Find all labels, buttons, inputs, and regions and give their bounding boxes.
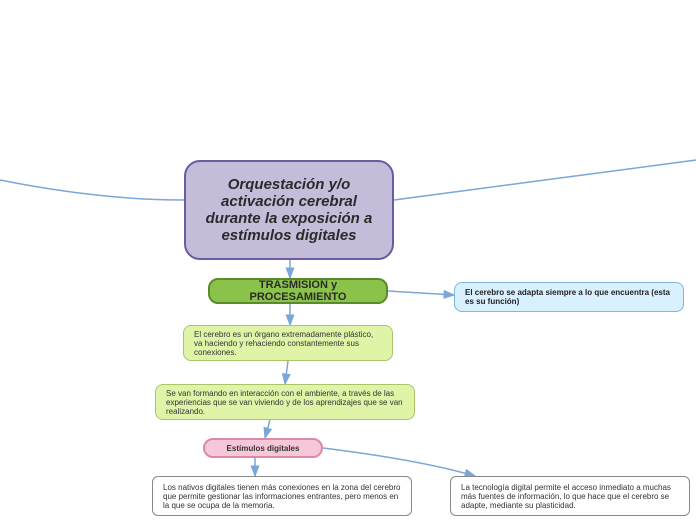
leaf-right-text: La tecnología digital permite el acceso … xyxy=(461,483,679,510)
sub-b-node: Se van formando en interacción con el am… xyxy=(155,384,415,420)
pink-text: Estímulos digitales xyxy=(227,444,300,453)
root-text: Orquestación y/o activación cerebral dur… xyxy=(196,176,382,244)
sub-a-text: El cerebro es un órgano extremadamente p… xyxy=(194,330,382,357)
section-node: TRASMISION y PROCESAMIENTO xyxy=(208,278,388,304)
connections-layer xyxy=(0,0,696,520)
leaf-left-text: Los nativos digitales tienen más conexio… xyxy=(163,483,401,510)
leaf-left-node: Los nativos digitales tienen más conexio… xyxy=(152,476,412,516)
right-note-node: El cerebro se adapta siempre a lo que en… xyxy=(454,282,684,312)
sub-a-node: El cerebro es un órgano extremadamente p… xyxy=(183,325,393,361)
sub-b-text: Se van formando en interacción con el am… xyxy=(166,389,404,416)
leaf-right-node: La tecnología digital permite el acceso … xyxy=(450,476,690,516)
pink-node: Estímulos digitales xyxy=(203,438,323,458)
root-node: Orquestación y/o activación cerebral dur… xyxy=(184,160,394,260)
section-text: TRASMISION y PROCESAMIENTO xyxy=(220,279,376,303)
right-note-text: El cerebro se adapta siempre a lo que en… xyxy=(465,288,673,306)
